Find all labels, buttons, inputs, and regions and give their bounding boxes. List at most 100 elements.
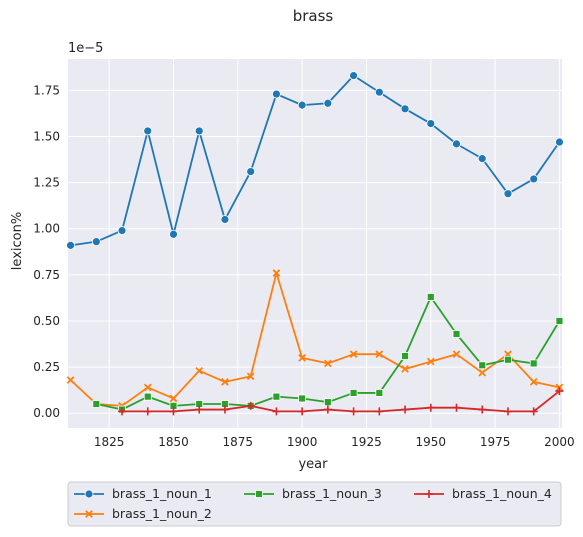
legend-label: brass_1_noun_2	[112, 506, 212, 521]
data-point	[91, 237, 101, 247]
data-point	[194, 126, 204, 136]
data-point	[272, 89, 281, 99]
x-tick-label: 1950	[416, 435, 447, 449]
y-tick-label: 1.50	[33, 129, 60, 143]
data-point	[401, 365, 409, 373]
legend-marker	[425, 490, 433, 498]
data-point	[143, 126, 153, 136]
x-axis-label: year	[298, 457, 328, 472]
data-point	[452, 403, 461, 412]
legend-marker	[84, 489, 94, 499]
data-point	[529, 378, 538, 386]
y-tick-label: 0.00	[33, 406, 60, 420]
data-point	[117, 226, 127, 235]
y-tick-label: 0.25	[33, 360, 60, 374]
x-tick-label: 1875	[223, 435, 254, 449]
x-tick-label: 1900	[287, 435, 318, 449]
data-point	[477, 154, 487, 164]
data-point	[246, 167, 256, 176]
legend-entry: brass_1_noun_2	[74, 506, 212, 521]
data-point	[478, 368, 487, 377]
data-point	[195, 366, 204, 375]
y-offset-label: 1e−5	[68, 41, 103, 56]
chart-title: brass	[293, 7, 334, 25]
data-point	[143, 392, 152, 401]
legend: brass_1_noun_1 brass_1_noun_2 brass_1_noun…	[67, 481, 562, 527]
legend-label: brass_1_noun_3	[282, 486, 382, 501]
data-point	[374, 87, 384, 97]
y-tick-label: 1.25	[33, 176, 60, 190]
data-point	[323, 405, 332, 414]
data-point	[452, 139, 461, 149]
data-point	[426, 119, 436, 128]
data-point	[66, 240, 75, 250]
data-point	[92, 400, 101, 408]
data-point	[426, 293, 435, 301]
series-line	[122, 390, 560, 413]
series-brass_1_noun_1	[66, 71, 564, 250]
data-point	[375, 407, 384, 416]
x-tick-label: 1850	[158, 435, 189, 449]
x-tick-label: 2000	[544, 435, 575, 449]
data-point	[66, 376, 75, 384]
y-tick-label: 0.75	[33, 268, 60, 282]
legend-entry: brass_1_noun_1	[74, 486, 212, 501]
legend-marker	[255, 490, 263, 498]
legend-box	[67, 481, 562, 527]
data-point	[452, 350, 461, 359]
y-tick-label: 1.75	[33, 83, 60, 97]
series-layer	[66, 71, 564, 416]
x-tick-label: 1975	[480, 435, 511, 449]
data-point	[298, 407, 307, 416]
data-point	[169, 394, 178, 403]
plot-area	[68, 59, 562, 428]
data-point	[220, 215, 230, 224]
data-point	[555, 137, 564, 147]
y-tick-label: 1.00	[33, 222, 60, 236]
data-point	[246, 372, 255, 381]
data-point	[349, 389, 358, 397]
data-point	[529, 407, 538, 416]
data-point	[401, 352, 409, 360]
data-point	[555, 317, 564, 325]
data-point	[323, 98, 333, 108]
data-point	[195, 405, 204, 414]
data-point	[426, 357, 435, 366]
data-point	[504, 355, 512, 364]
data-point	[400, 104, 410, 114]
y-tick-label: 0.50	[33, 314, 60, 328]
x-tick-label: 1925	[351, 435, 382, 449]
data-point	[272, 269, 281, 277]
data-point	[323, 398, 332, 407]
data-point	[529, 174, 539, 184]
series-brass_1_noun_4	[118, 387, 564, 416]
data-point	[143, 383, 152, 392]
data-point	[375, 389, 384, 397]
legend-entry: brass_1_noun_3	[244, 486, 382, 501]
data-point	[529, 359, 538, 368]
data-point	[426, 403, 435, 412]
data-point	[503, 407, 512, 416]
data-point	[220, 405, 229, 414]
data-point	[169, 229, 178, 239]
data-point	[478, 405, 487, 414]
legend-entry: brass_1_noun_4	[414, 486, 552, 501]
data-point	[478, 361, 487, 370]
data-point	[298, 354, 306, 362]
x-tick-label: 1825	[94, 435, 125, 449]
data-point	[452, 330, 461, 338]
data-point	[375, 350, 384, 359]
data-point	[272, 392, 281, 401]
data-point	[324, 359, 332, 368]
data-point	[349, 350, 358, 359]
data-point	[401, 405, 410, 414]
data-point	[118, 407, 127, 416]
data-point	[555, 387, 564, 396]
data-point	[169, 407, 178, 416]
data-point	[503, 189, 513, 199]
data-point	[221, 378, 229, 386]
data-point	[143, 407, 152, 416]
data-point	[246, 401, 255, 410]
data-point	[349, 407, 358, 416]
